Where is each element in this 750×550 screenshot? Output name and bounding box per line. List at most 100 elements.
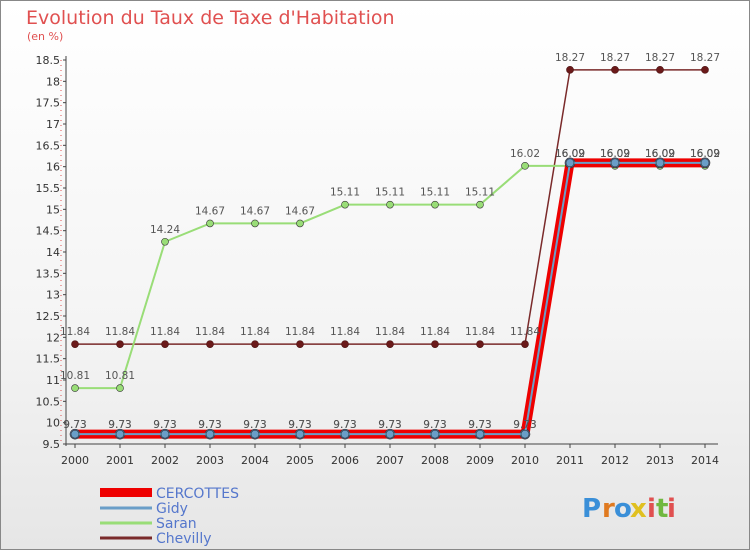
data-label: 18.27	[600, 52, 630, 64]
data-point	[700, 158, 710, 168]
data-label: 9.73	[108, 419, 131, 431]
data-label: 9.73	[243, 419, 266, 431]
x-tick-label: 2002	[151, 454, 179, 467]
data-point	[250, 429, 260, 439]
chart-title: Evolution du Taux de Taxe d'Habitation	[26, 7, 395, 29]
x-tick-label: 2014	[691, 454, 719, 467]
legend-label: Saran	[156, 516, 197, 532]
data-point	[115, 429, 125, 439]
data-label: 11.84	[150, 326, 180, 338]
legend-item-saran: Saran	[100, 516, 197, 532]
data-label: 16.09	[690, 148, 720, 160]
data-point	[610, 158, 620, 168]
data-label: 9.73	[288, 419, 311, 431]
y-tick-label: 15.5	[36, 182, 61, 195]
legend-item-cercottes: CERCOTTES	[100, 486, 239, 502]
series-cercottes	[69, 157, 711, 440]
x-tick-label: 2007	[376, 454, 404, 467]
data-point	[205, 429, 215, 439]
data-label: 9.73	[423, 419, 446, 431]
data-point	[295, 429, 305, 439]
data-label: 16.02	[510, 148, 540, 160]
data-point	[340, 429, 350, 439]
data-label: 9.73	[198, 419, 221, 431]
data-label: 9.73	[288, 419, 311, 431]
x-tick-label: 2004	[241, 454, 269, 467]
data-labels: 9.73 9.73 9.73 9.73 9.73 9.73 9.73 9.73 9.73 9.73…	[60, 52, 720, 431]
data-label: 10.81	[105, 370, 135, 382]
data-point	[656, 66, 664, 74]
data-point	[341, 340, 349, 348]
data-point	[475, 429, 485, 439]
data-point	[521, 162, 529, 170]
data-label: 9.73	[153, 419, 176, 431]
data-point	[116, 384, 124, 392]
y-tick-label: 14	[46, 246, 60, 259]
data-point	[296, 219, 304, 228]
data-point	[71, 384, 79, 392]
data-label: 16.02	[645, 148, 675, 160]
series-layer	[69, 66, 711, 440]
legend-label: Gidy	[156, 501, 188, 517]
y-tick-label: 18.5	[36, 54, 61, 67]
data-label: 16.09	[645, 148, 675, 160]
x-tick-label: 2008	[421, 454, 449, 467]
y-tick-label: 15	[46, 203, 60, 216]
data-point	[520, 429, 530, 439]
data-point	[430, 429, 440, 439]
legend-swatch	[100, 521, 152, 525]
y-tick-label: 17	[46, 118, 60, 131]
y-tick-label: 13	[46, 289, 60, 302]
logo-letter: i	[667, 494, 676, 524]
data-point	[116, 340, 124, 348]
data-label: 16.09	[690, 148, 720, 160]
data-label: 18.27	[690, 52, 720, 64]
y-tick-label: 11.5	[36, 353, 61, 366]
data-label: 18.27	[555, 52, 585, 64]
legend-item-gidy: Gidy	[100, 501, 188, 517]
x-tick-label: 2006	[331, 454, 359, 467]
data-point	[206, 340, 214, 348]
data-label: 15.11	[420, 187, 450, 199]
data-label: 16.09	[600, 148, 630, 160]
x-tick-label: 2010	[511, 454, 539, 467]
data-label: 9.73	[108, 419, 131, 431]
data-label: 14.67	[285, 205, 315, 217]
y-tick-label: 13.5	[36, 267, 61, 280]
data-label: 9.73	[198, 419, 221, 431]
data-label: 9.73	[153, 419, 176, 431]
data-label: 16.02	[600, 148, 630, 160]
data-label: 16.02	[555, 148, 585, 160]
y-tick-label: 17.5	[36, 97, 61, 110]
y-tick-label: 9.5	[43, 438, 61, 451]
data-point	[296, 340, 304, 348]
series-line	[75, 164, 705, 390]
series-gidy	[70, 158, 710, 439]
data-label: 9.73	[513, 419, 536, 431]
data-point	[655, 158, 665, 168]
x-tick-label: 2013	[646, 454, 674, 467]
data-label: 16.09	[600, 148, 630, 160]
data-label: 9.73	[468, 419, 491, 431]
legend-label: CERCOTTES	[156, 486, 239, 502]
data-label: 10.81	[60, 370, 90, 382]
legend-item-chevilly: Chevilly	[100, 531, 212, 547]
data-label: 16.02	[690, 148, 720, 160]
data-label: 18.27	[645, 52, 675, 64]
data-label: 11.84	[60, 326, 90, 338]
data-point	[565, 158, 575, 168]
data-label: 9.73	[243, 419, 266, 431]
data-label: 11.84	[240, 326, 270, 338]
y-tick-label: 16	[46, 161, 60, 174]
logo-letter: x	[630, 494, 647, 524]
data-label: 9.73	[63, 419, 86, 431]
data-label: 9.73	[333, 419, 356, 431]
data-label: 16.09	[645, 148, 675, 160]
data-point	[251, 219, 259, 228]
y-tick-label: 18	[46, 75, 60, 88]
data-label: 15.11	[330, 187, 360, 199]
data-label: 15.11	[375, 187, 405, 199]
data-point	[476, 340, 484, 348]
